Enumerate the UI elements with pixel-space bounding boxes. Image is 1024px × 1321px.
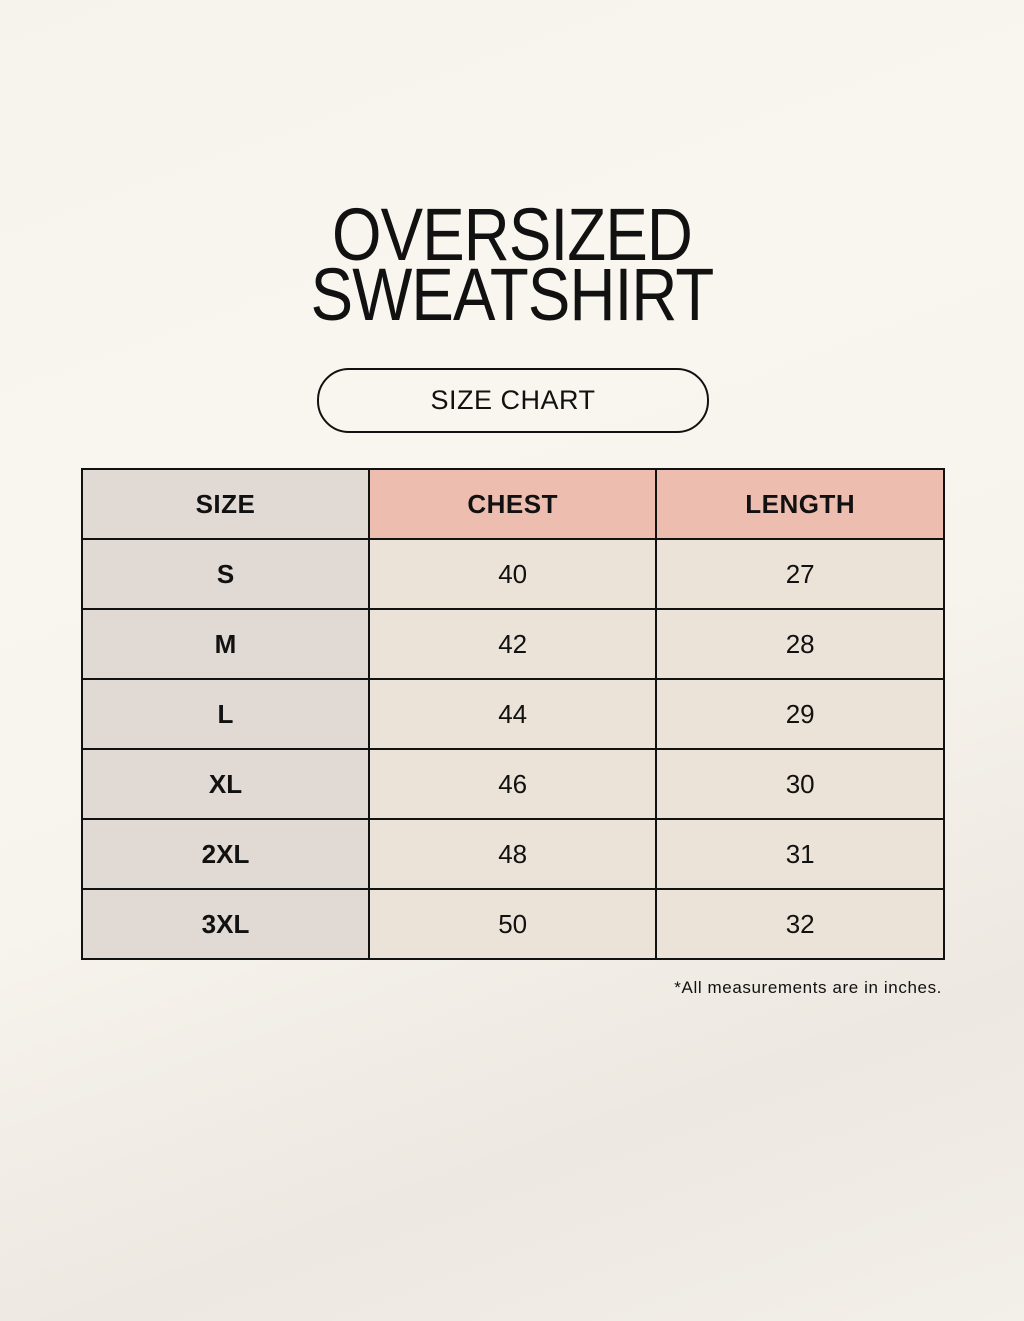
cell-length: 29: [655, 678, 945, 750]
table-row: L 44 29: [81, 678, 945, 750]
cell-length: 27: [655, 538, 945, 610]
cell-chest: 44: [367, 678, 658, 750]
table-header-row: SIZE CHEST LENGTH: [81, 468, 945, 540]
table-row: XL 46 30: [81, 748, 945, 820]
cell-size: S: [81, 538, 370, 610]
cell-size: 3XL: [81, 888, 370, 960]
cell-length: 28: [655, 608, 945, 680]
cell-size: 2XL: [81, 818, 370, 890]
cell-chest: 50: [367, 888, 658, 960]
footnote: *All measurements are in inches.: [674, 978, 942, 997]
cell-chest: 46: [367, 748, 658, 820]
cell-size: M: [81, 608, 370, 680]
cell-chest: 42: [367, 608, 658, 680]
title-line-1: OVERSIZED: [331, 193, 693, 276]
header-length: LENGTH: [655, 468, 945, 540]
table-row: 3XL 50 32: [81, 888, 945, 960]
title-line-2: SWEATSHIRT: [310, 253, 715, 336]
size-chart-label: SIZE CHART: [317, 368, 709, 433]
table-row: S 40 27: [81, 538, 945, 610]
cell-length: 30: [655, 748, 945, 820]
header-chest: CHEST: [367, 468, 658, 540]
size-table: SIZE CHEST LENGTH S 40 27 M 42 28 L 44 29 XL 46 30 2…: [81, 468, 945, 960]
cell-size: XL: [81, 748, 370, 820]
table-row: M 42 28: [81, 608, 945, 680]
cell-chest: 40: [367, 538, 658, 610]
cell-length: 31: [655, 818, 945, 890]
header-size: SIZE: [81, 468, 370, 540]
cell-size: L: [81, 678, 370, 750]
table-row: 2XL 48 31: [81, 818, 945, 890]
cell-chest: 48: [367, 818, 658, 890]
cell-length: 32: [655, 888, 945, 960]
